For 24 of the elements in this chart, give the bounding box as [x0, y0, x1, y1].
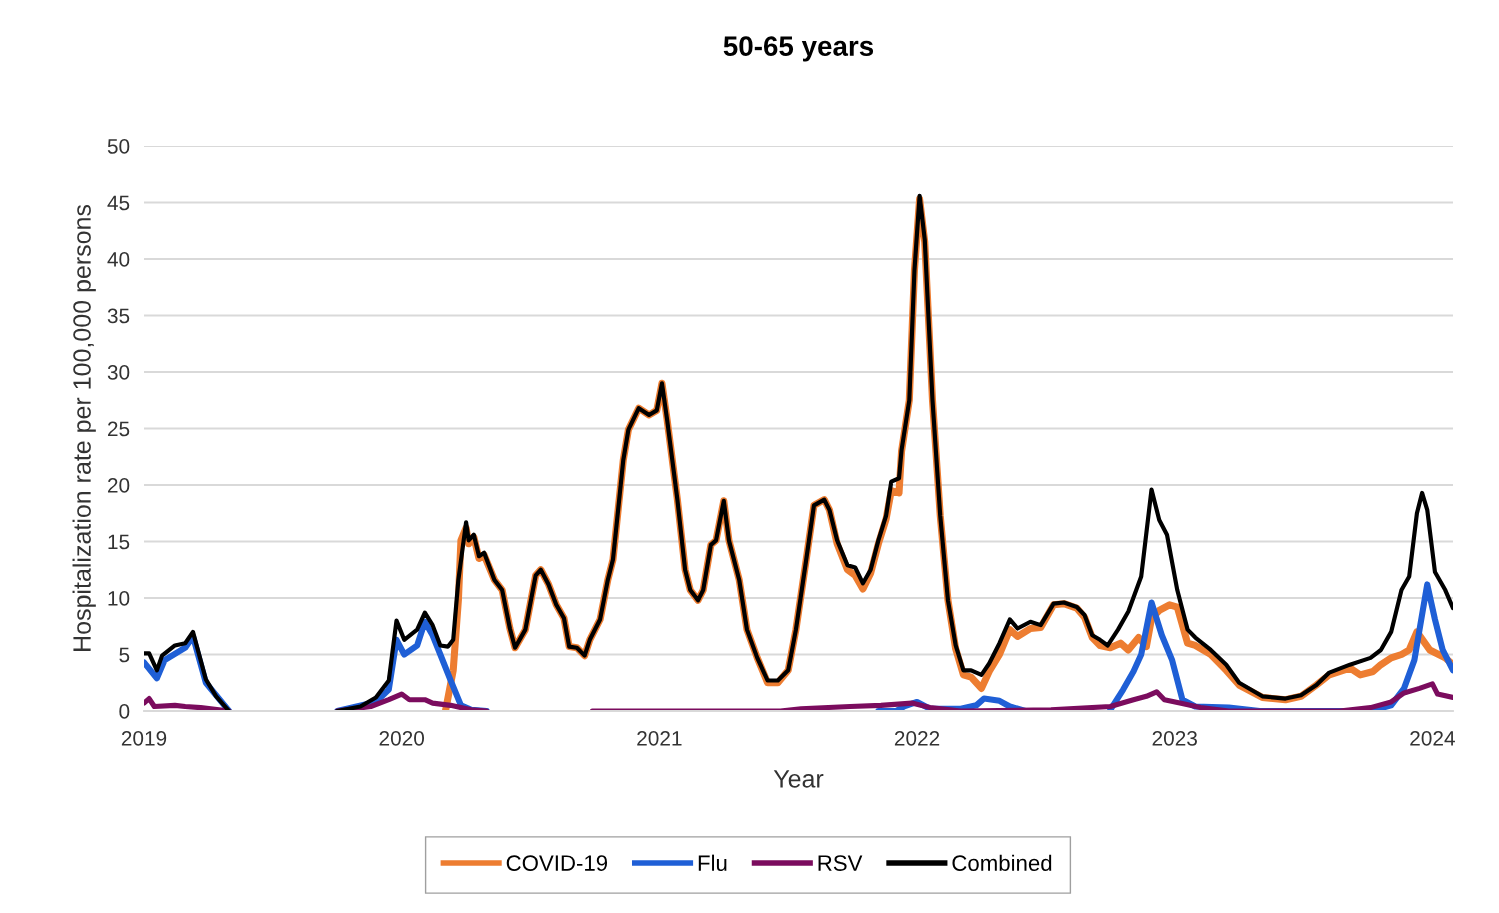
y-tick-label: 5: [119, 647, 130, 663]
legend-label: Combined: [952, 854, 1052, 871]
y-tick-label: 50: [107, 139, 130, 154]
y-tick-label: 40: [107, 252, 130, 267]
x-axis-title: Year: [773, 770, 824, 788]
y-tick-label: 30: [107, 365, 130, 380]
x-tick-label: 2020: [379, 730, 425, 746]
x-tick-label: 2019: [121, 730, 167, 746]
y-tick-label: 25: [107, 421, 130, 437]
y-tick-label: 0: [119, 704, 130, 719]
y-tick-label: 15: [108, 534, 130, 550]
y-axis-title: Hospitalization rate per 100,000 persons: [72, 204, 96, 651]
legend-label: COVID-19: [506, 855, 608, 871]
legend-label: Flu: [698, 854, 727, 871]
x-tick-label: 2022: [894, 730, 940, 746]
x-tick-label: 2024: [1410, 730, 1455, 746]
x-tick-label: 2023: [1152, 730, 1197, 746]
y-tick-label: 45: [107, 195, 130, 211]
x-tick-label: 2021: [637, 730, 682, 746]
y-tick-label: 10: [108, 591, 130, 606]
y-tick-label: 20: [107, 478, 130, 493]
chart-title: 50-65 years: [723, 36, 874, 62]
y-tick-label: 35: [107, 308, 130, 324]
legend-label: RSV: [818, 855, 863, 871]
